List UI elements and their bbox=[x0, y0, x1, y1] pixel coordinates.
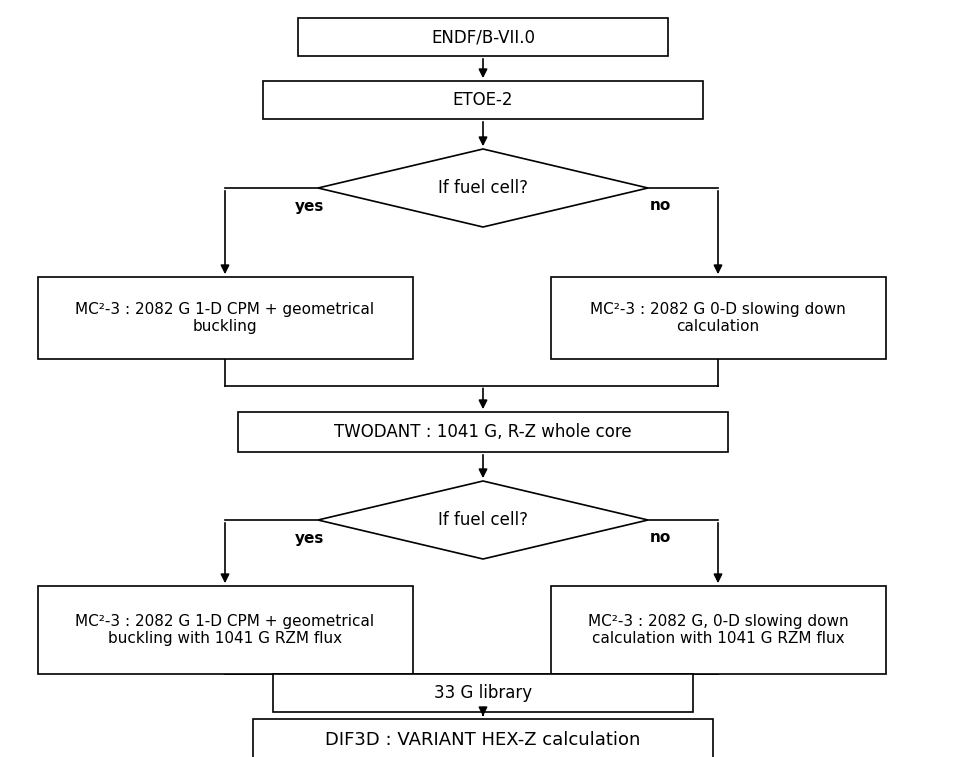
Text: ENDF/B-VII.0: ENDF/B-VII.0 bbox=[431, 28, 535, 46]
Text: MC²-3 : 2082 G 1-D CPM + geometrical
buckling: MC²-3 : 2082 G 1-D CPM + geometrical buc… bbox=[75, 302, 374, 334]
FancyBboxPatch shape bbox=[273, 674, 693, 712]
Text: If fuel cell?: If fuel cell? bbox=[438, 179, 528, 197]
FancyBboxPatch shape bbox=[550, 586, 886, 674]
Text: no: no bbox=[649, 531, 671, 546]
FancyBboxPatch shape bbox=[38, 586, 412, 674]
FancyBboxPatch shape bbox=[238, 412, 728, 452]
Polygon shape bbox=[318, 149, 648, 227]
Text: If fuel cell?: If fuel cell? bbox=[438, 511, 528, 529]
FancyBboxPatch shape bbox=[263, 81, 703, 119]
Text: TWODANT : 1041 G, R-Z whole core: TWODANT : 1041 G, R-Z whole core bbox=[334, 423, 632, 441]
Text: 33 G library: 33 G library bbox=[434, 684, 532, 702]
Text: yes: yes bbox=[295, 531, 324, 546]
FancyBboxPatch shape bbox=[38, 277, 412, 359]
FancyBboxPatch shape bbox=[253, 719, 713, 757]
Text: ETOE-2: ETOE-2 bbox=[453, 91, 513, 109]
Polygon shape bbox=[318, 481, 648, 559]
Text: yes: yes bbox=[295, 198, 324, 213]
Text: MC²-3 : 2082 G 1-D CPM + geometrical
buckling with 1041 G RZM flux: MC²-3 : 2082 G 1-D CPM + geometrical buc… bbox=[75, 614, 374, 646]
Text: no: no bbox=[649, 198, 671, 213]
Text: MC²-3 : 2082 G 0-D slowing down
calculation: MC²-3 : 2082 G 0-D slowing down calculat… bbox=[591, 302, 846, 334]
Text: DIF3D : VARIANT HEX-Z calculation: DIF3D : VARIANT HEX-Z calculation bbox=[325, 731, 641, 749]
Text: MC²-3 : 2082 G, 0-D slowing down
calculation with 1041 G RZM flux: MC²-3 : 2082 G, 0-D slowing down calcula… bbox=[588, 614, 848, 646]
FancyBboxPatch shape bbox=[550, 277, 886, 359]
FancyBboxPatch shape bbox=[298, 18, 668, 56]
